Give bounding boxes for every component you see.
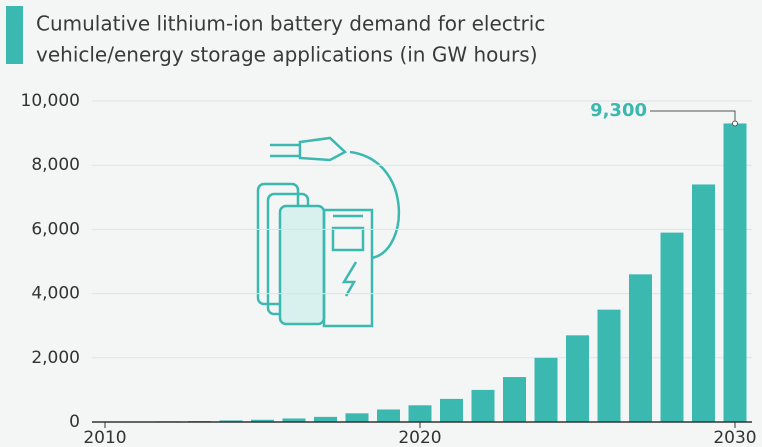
chart-subtitle: vehicle/energy storage applications (in … [36,43,538,67]
bar [660,232,684,422]
bar [597,309,621,422]
y-tick-label: 0 [69,412,80,432]
bar [692,184,715,422]
bar [408,405,432,422]
bar [566,335,589,422]
value-label: 9,300 [590,100,647,121]
battery-icon [256,136,401,328]
bar [345,413,369,422]
y-tick-label: 8,000 [31,155,80,175]
label-leader [650,110,736,124]
bar [219,420,243,422]
y-tick-label: 4,000 [31,284,80,304]
bar [251,419,274,422]
x-tick-label: 2020 [398,428,441,447]
bar [377,409,400,422]
bar [534,357,558,422]
bar [440,398,463,422]
x-tick-label: 2010 [83,428,126,447]
bar [282,418,306,422]
bar [723,123,747,422]
y-tick-label: 10,000 [21,91,80,111]
x-tick-label: 2030 [713,428,756,447]
bar [629,274,652,422]
bar [471,389,495,422]
bar [314,416,337,422]
y-tick-label: 2,000 [31,348,80,368]
title-accent [6,6,23,64]
y-tick-label: 6,000 [31,219,80,239]
chart-title: Cumulative lithium-ion battery demand fo… [36,12,545,36]
bar [503,377,526,422]
label-dot [732,120,738,127]
